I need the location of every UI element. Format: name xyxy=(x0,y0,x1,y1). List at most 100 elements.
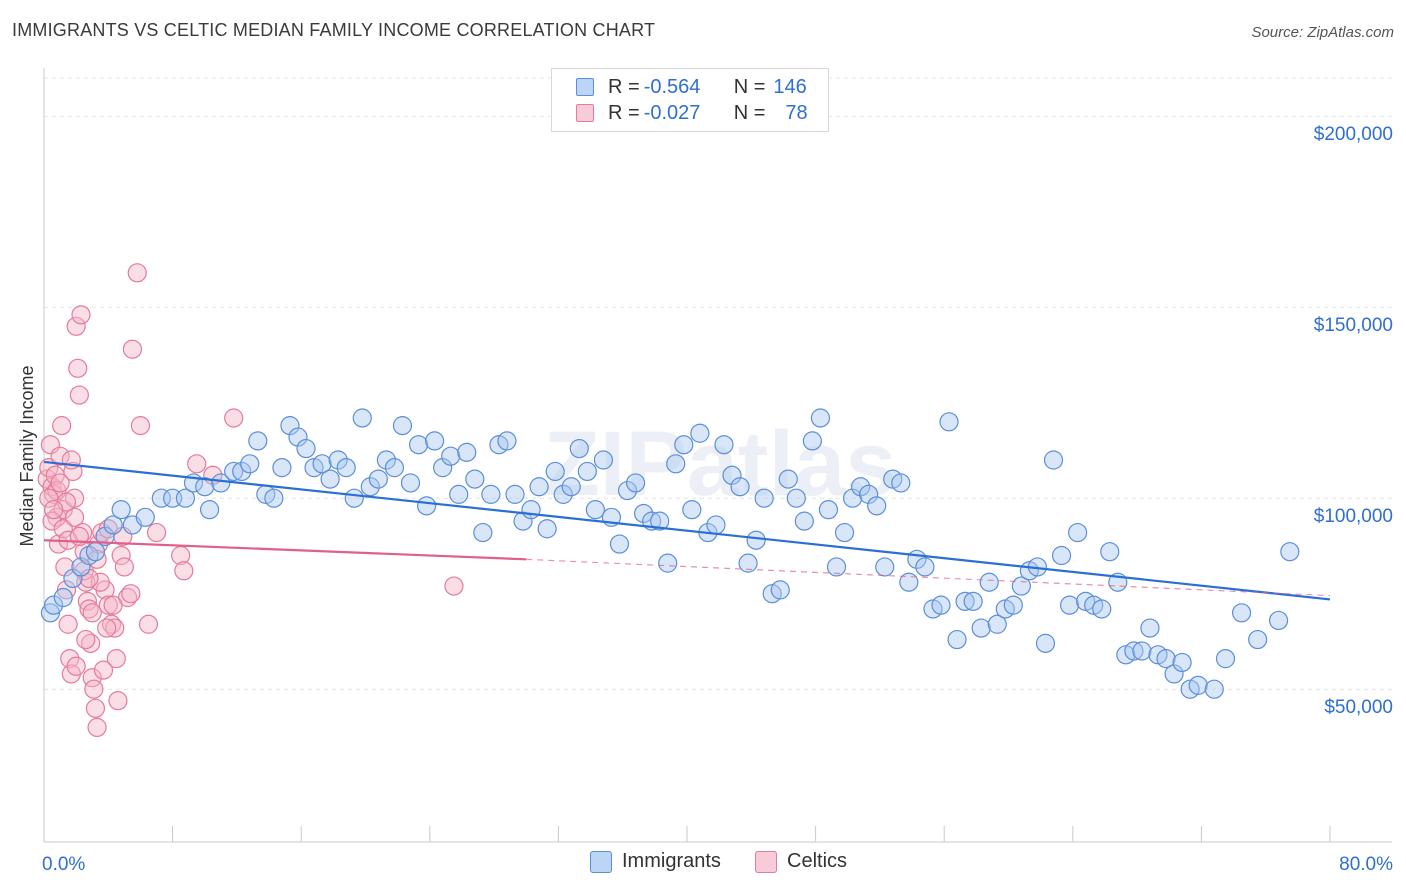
immigrants-point xyxy=(272,458,292,478)
celtics-point xyxy=(64,507,85,527)
celtics-point xyxy=(82,603,102,623)
immigrants-point xyxy=(537,519,557,539)
immigrants-point xyxy=(585,500,605,520)
immigrants-point xyxy=(328,450,348,470)
legend-n-value: 78 xyxy=(785,101,808,124)
immigrants-point xyxy=(457,442,477,462)
immigrants-point xyxy=(1172,652,1192,673)
legend-n-label: N = xyxy=(733,75,766,98)
immigrants-point xyxy=(211,473,231,493)
immigrants-point xyxy=(264,488,284,508)
y-tick-label: $100,000 xyxy=(1314,506,1393,527)
x-tick-label: 80.0% xyxy=(1339,854,1393,875)
immigrants-point xyxy=(376,450,396,470)
immigrants-point xyxy=(135,507,155,527)
celtics-point xyxy=(98,595,118,615)
celtics-point xyxy=(121,584,141,604)
immigrants-point xyxy=(481,484,501,504)
immigrants-point xyxy=(416,496,437,516)
immigrants-point xyxy=(1215,649,1236,669)
immigrants-swatch xyxy=(576,78,594,96)
immigrants-point xyxy=(834,522,855,543)
celtics-point xyxy=(44,500,64,520)
immigrants-point xyxy=(521,500,541,520)
immigrants-point xyxy=(794,511,814,531)
chart-source: Source: ZipAtlas.com xyxy=(1251,24,1394,41)
immigrants-point xyxy=(931,595,951,615)
immigrants-point xyxy=(987,614,1007,634)
celtics-point xyxy=(127,263,147,283)
immigrants-point xyxy=(63,568,83,589)
immigrants-point xyxy=(1164,664,1184,684)
immigrants-point xyxy=(336,458,356,478)
immigrants-point xyxy=(690,423,710,443)
celtics-point xyxy=(69,385,89,405)
immigrants-point xyxy=(1092,599,1112,619)
immigrants-point xyxy=(1003,595,1023,615)
immigrants-point xyxy=(1059,595,1080,615)
immigrants-point xyxy=(95,526,115,547)
immigrants-point xyxy=(1068,522,1088,543)
immigrants-point xyxy=(778,469,798,489)
legend-r-label: R = xyxy=(608,101,640,124)
immigrants-point xyxy=(738,553,758,573)
immigrants-point xyxy=(280,416,300,436)
immigrants-point xyxy=(344,488,364,508)
immigrants-point xyxy=(408,435,429,455)
legend-n-label: N = xyxy=(733,101,766,124)
immigrants-point xyxy=(706,515,726,535)
celtics-point xyxy=(66,316,86,336)
immigrants-point xyxy=(633,503,654,524)
immigrants-point xyxy=(786,488,806,508)
immigrants-point xyxy=(682,500,702,520)
celtics-point xyxy=(444,576,464,596)
bottom-legend-celtics: Celtics xyxy=(755,850,847,873)
celtics-point xyxy=(103,595,123,615)
celtics-point xyxy=(224,408,244,428)
immigrants-point xyxy=(1100,542,1120,562)
celtics-point xyxy=(97,618,117,638)
celtics-point xyxy=(76,629,96,650)
immigrants-point xyxy=(1043,450,1064,470)
immigrants-point xyxy=(971,618,991,638)
immigrants-point xyxy=(1124,641,1144,661)
celtics-point xyxy=(60,649,80,669)
celtics-point xyxy=(85,698,106,718)
celtics-point xyxy=(53,519,73,539)
immigrants-point xyxy=(103,515,123,535)
immigrants-point xyxy=(955,591,975,611)
immigrants-point xyxy=(497,431,517,451)
immigrants-point xyxy=(53,587,73,608)
immigrants-point xyxy=(1035,633,1056,653)
celtics-point xyxy=(130,416,151,436)
immigrants-point xyxy=(433,458,453,478)
immigrants-point xyxy=(296,438,316,459)
immigrants-point xyxy=(802,431,822,451)
immigrants-point xyxy=(979,572,999,592)
immigrants-point xyxy=(826,557,847,577)
immigrants-point xyxy=(240,454,260,474)
immigrants-point xyxy=(891,473,911,493)
immigrants-point xyxy=(899,572,919,592)
immigrants-point xyxy=(465,469,485,489)
stats-legend: R = -0.564 N = 146 R = -0.027 N = 78 xyxy=(551,68,829,132)
immigrants-point xyxy=(947,629,967,650)
immigrants-point xyxy=(746,530,766,550)
immigrants-point xyxy=(545,461,565,482)
watermark: ZIPatlas xyxy=(544,413,897,515)
immigrants-point xyxy=(1188,675,1208,695)
immigrants-point xyxy=(851,477,871,497)
immigrants-point xyxy=(175,488,196,508)
celtics-point xyxy=(79,568,99,589)
celtics-point xyxy=(84,679,104,699)
celtics-point xyxy=(52,416,72,436)
immigrants-point xyxy=(754,488,774,508)
celtics-point xyxy=(114,557,134,577)
immigrants-point xyxy=(1156,649,1176,669)
chart-title: IMMIGRANTS VS CELTIC MEDIAN FAMILY INCOM… xyxy=(12,20,656,40)
immigrants-swatch xyxy=(590,850,612,873)
legend-r-value: -0.564 xyxy=(643,75,701,98)
celtics-point xyxy=(90,572,110,592)
immigrants-point xyxy=(770,580,790,600)
immigrants-point xyxy=(818,500,839,520)
